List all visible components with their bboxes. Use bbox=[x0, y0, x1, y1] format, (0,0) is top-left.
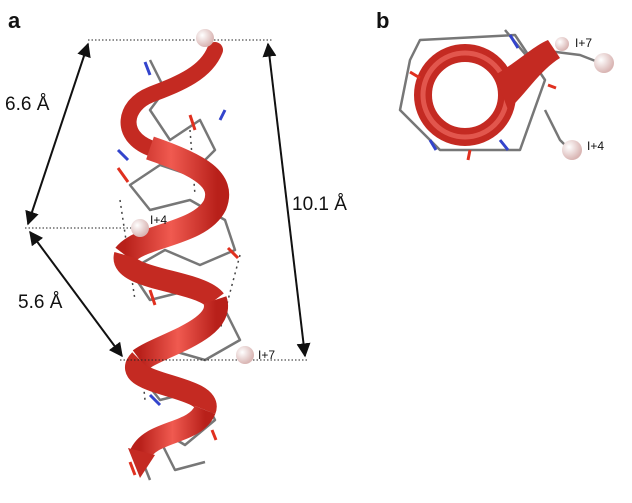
marker-label: I+7 bbox=[575, 36, 592, 50]
measurement: 10.1 Å bbox=[292, 194, 347, 215]
marker-label: I+4 bbox=[150, 213, 167, 227]
measurement: 6.6 Å bbox=[5, 94, 50, 115]
marker-label: I+4 bbox=[587, 139, 604, 153]
panel-label: a bbox=[8, 8, 21, 33]
measurement: 5.6 Å bbox=[18, 292, 63, 313]
panel-label: b bbox=[376, 8, 389, 33]
figure: a 6.6 Å 5.6 Å 10.1 Å I+4 I+7 b I+7 I+4 bbox=[0, 0, 632, 503]
marker-label: I+7 bbox=[258, 348, 275, 362]
